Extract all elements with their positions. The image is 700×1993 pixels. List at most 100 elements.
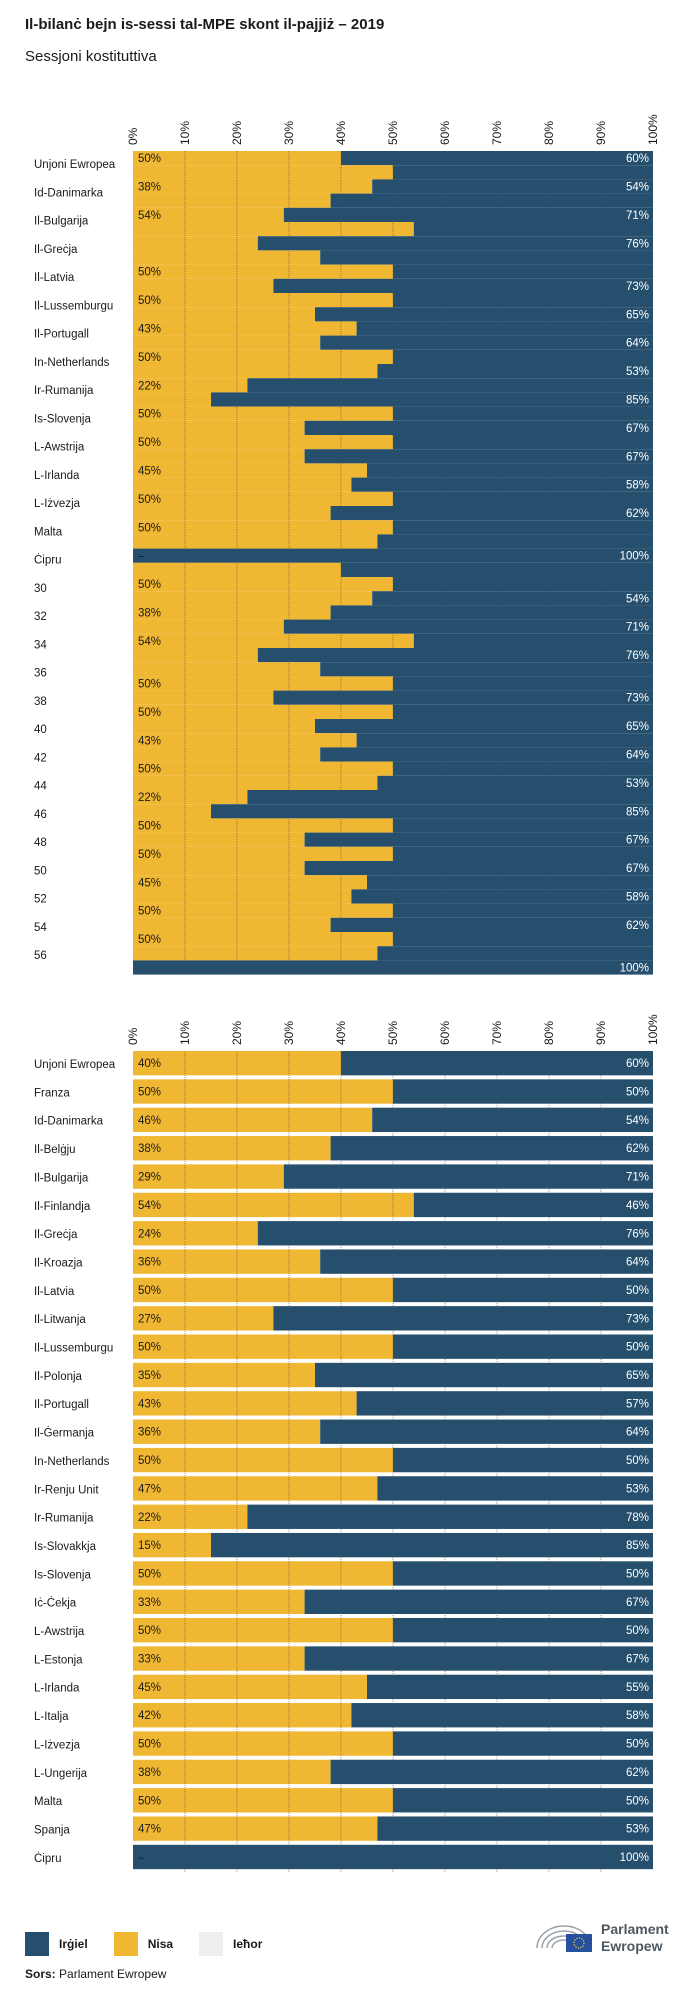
bar-men xyxy=(393,676,653,691)
bar-women xyxy=(133,1674,367,1700)
category-label: Il-Belġju xyxy=(34,1144,76,1156)
bar-men xyxy=(393,761,653,776)
bar-men xyxy=(247,790,653,805)
tick-label: 30% xyxy=(282,1021,296,1045)
legend-swatch-men xyxy=(25,1932,49,1956)
bar-women xyxy=(133,889,352,904)
bar-men xyxy=(330,917,653,932)
data-label-women: 50% xyxy=(138,1285,161,1297)
country-balance-chart: 0% 10% 20% 30% 40% 50% 60% 70% 80% 90% 100% 40% 60% 5… xyxy=(34,1014,660,1874)
data-label-women: 50% xyxy=(138,1455,161,1467)
category-label: 44 xyxy=(34,781,47,793)
category-label: Il-Lussemburgu xyxy=(34,300,113,312)
bar-men xyxy=(320,1419,653,1444)
data-label-men: 64% xyxy=(626,1257,649,1269)
legend-swatch-other xyxy=(199,1932,224,1956)
bar-women xyxy=(133,1277,393,1303)
data-label-men: 85% xyxy=(626,1540,649,1552)
category-label: Il-Finlandja xyxy=(34,1201,91,1213)
bar-women xyxy=(133,364,378,379)
bar-men xyxy=(413,222,653,237)
data-label-women: 40% xyxy=(138,1058,161,1070)
category-label: Spanja xyxy=(34,1824,70,1836)
bar-men xyxy=(247,378,653,393)
bar-women xyxy=(133,1703,352,1728)
bar-men xyxy=(367,875,653,890)
category-label: L-Irlanda xyxy=(34,470,80,482)
tick-label: 50% xyxy=(386,121,400,145)
data-label-men: 64% xyxy=(626,338,649,350)
data-label-men: 100% xyxy=(620,963,649,975)
bar-women xyxy=(133,790,248,805)
tick-label: 20% xyxy=(230,1021,244,1045)
data-label-women: 50% xyxy=(138,707,161,719)
bar-men xyxy=(257,1221,653,1246)
data-label-men: 50% xyxy=(626,1739,649,1751)
bar-men xyxy=(341,151,653,166)
category-label: Ir-Renju Unit xyxy=(34,1484,99,1496)
data-label-men: 62% xyxy=(626,1767,649,1779)
category-label: Iċ-Ċekja xyxy=(34,1597,77,1610)
category-label: Il-Kroazja xyxy=(34,1257,83,1269)
bar-men xyxy=(393,932,653,947)
data-label-women: 50% xyxy=(138,1739,161,1751)
category-label: Ċipru xyxy=(34,1852,61,1865)
bar-men xyxy=(330,193,653,208)
bar-men xyxy=(320,747,653,762)
bar-women xyxy=(133,477,352,492)
data-label-women: 15% xyxy=(138,1540,161,1552)
tick-label: 80% xyxy=(542,121,556,145)
legend: Irġiel Nisa Ieħor xyxy=(25,1932,288,1956)
bar-men xyxy=(330,1136,653,1161)
bar-women xyxy=(133,932,393,947)
bar-men xyxy=(393,1079,653,1104)
data-label-women: – xyxy=(138,1852,145,1864)
category-label: Il-Portugall xyxy=(34,329,89,341)
bar-men xyxy=(413,633,653,648)
bar-men xyxy=(247,1504,653,1529)
bar-men xyxy=(372,179,653,194)
bar-women xyxy=(133,349,393,364)
data-label-men: 50% xyxy=(626,1285,649,1297)
bar-women xyxy=(133,605,331,620)
bar-men xyxy=(372,591,653,606)
bar-women xyxy=(133,406,393,421)
tick-label: 80% xyxy=(542,1021,556,1045)
data-label-women: 43% xyxy=(138,324,161,336)
bar-women xyxy=(133,420,305,435)
category-label: L-Ungerija xyxy=(34,1768,88,1780)
bar-men xyxy=(356,733,653,748)
data-label-women: 38% xyxy=(138,1767,161,1779)
data-label-men: 60% xyxy=(626,153,649,165)
bar-men xyxy=(320,250,653,265)
data-label-women: 36% xyxy=(138,1427,161,1439)
data-label-men: 67% xyxy=(626,1597,649,1609)
tick-label: 10% xyxy=(178,121,192,145)
data-label-men: 57% xyxy=(626,1398,649,1410)
data-label-men: 62% xyxy=(626,508,649,520)
data-label-women: 50% xyxy=(138,1342,161,1354)
bar-women xyxy=(133,222,414,237)
category-label: 30 xyxy=(34,583,47,595)
category-label: 52 xyxy=(34,894,47,906)
category-label: 50 xyxy=(34,865,47,877)
data-label-men: 53% xyxy=(626,778,649,790)
data-label-women: 50% xyxy=(138,153,161,165)
data-label-men: 58% xyxy=(626,892,649,904)
data-label-women: 50% xyxy=(138,821,161,833)
data-label-men: 50% xyxy=(626,1568,649,1580)
data-label-men: 71% xyxy=(626,1172,649,1184)
legend-swatch-women xyxy=(113,1932,138,1956)
category-label: Ir-Rumanija xyxy=(34,385,94,397)
bar-men xyxy=(393,577,653,592)
data-label-women: 43% xyxy=(138,1398,161,1410)
bar-women xyxy=(133,449,305,464)
bar-women xyxy=(133,704,393,719)
bar-women xyxy=(133,506,331,521)
data-label-women: 47% xyxy=(138,1483,161,1495)
bar-women xyxy=(133,662,321,677)
bar-women xyxy=(133,278,274,293)
data-label-men: 76% xyxy=(626,650,649,662)
bar-men xyxy=(393,491,653,506)
category-label: Ċipru xyxy=(34,554,61,567)
